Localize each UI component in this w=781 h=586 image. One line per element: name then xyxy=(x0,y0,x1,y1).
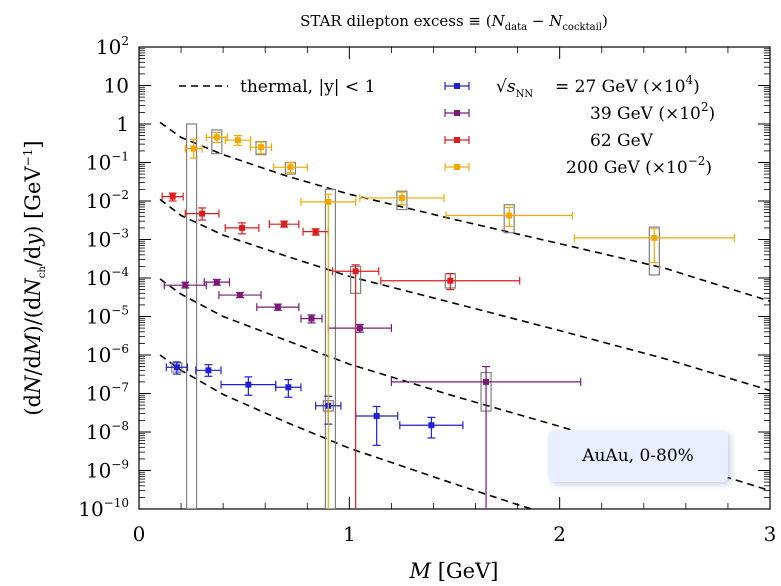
x-tick-label: 3 xyxy=(764,522,777,546)
legend-label: 200 GeV (×10−2) xyxy=(566,154,712,178)
data-point xyxy=(274,304,281,311)
title-sub2: cocktail xyxy=(562,22,602,33)
y-tick-label: 10−10 xyxy=(78,496,129,521)
y-axis-title: (dN/dM)/(dNch/dy) [GeV−1] xyxy=(21,140,48,415)
annotation-box: AuAu, 0-80% xyxy=(548,430,728,482)
data-point xyxy=(312,228,319,235)
legend-label: 39 GeV (×102) xyxy=(590,100,715,124)
data-points xyxy=(161,131,735,509)
y-tick-label: 10−6 xyxy=(86,342,129,367)
data-point xyxy=(398,194,405,201)
y-tick-label: 10−7 xyxy=(86,381,129,406)
data-point xyxy=(213,279,220,286)
annotation-text: AuAu, 0-80% xyxy=(582,446,694,466)
data-point xyxy=(308,315,315,322)
systematic-box xyxy=(211,129,223,155)
y-tick-label: 10−5 xyxy=(86,304,129,329)
systematic-box xyxy=(648,226,660,276)
y-tick-label: 1 xyxy=(116,112,129,136)
data-point xyxy=(651,234,658,241)
x-tick-label: 2 xyxy=(553,522,566,546)
legend-swatch-marker xyxy=(454,83,460,89)
data-point xyxy=(281,221,288,228)
data-point xyxy=(257,144,264,151)
title-post: ) xyxy=(602,12,608,30)
y-tick-label: 10−4 xyxy=(86,265,130,290)
title-pre: STAR dilepton excess ≡ ( xyxy=(300,12,491,30)
thermal-curves xyxy=(159,121,770,509)
data-point xyxy=(352,268,359,275)
data-point xyxy=(205,367,212,374)
title-n2: N xyxy=(548,12,563,30)
title-mid: − xyxy=(527,12,549,30)
systematic-box xyxy=(503,204,515,234)
legend-label: = 27 GeV (×104) xyxy=(555,73,700,97)
chart-title: STAR dilepton excess ≡ (Ndata − Ncocktai… xyxy=(300,12,608,33)
data-point xyxy=(287,164,294,171)
y-tick-label: 10−8 xyxy=(86,419,129,444)
systematic-box xyxy=(396,190,408,211)
data-point xyxy=(325,198,332,205)
thermal-curve xyxy=(159,198,770,392)
data-point xyxy=(447,277,454,284)
data-point xyxy=(173,364,180,371)
data-point xyxy=(245,381,252,388)
x-tick-label: 1 xyxy=(343,522,356,546)
axis-ticks xyxy=(138,46,770,510)
data-point xyxy=(239,224,246,231)
data-point xyxy=(169,193,176,200)
x-tick-label: 0 xyxy=(133,522,146,546)
thermal-curve xyxy=(159,121,770,302)
data-point xyxy=(428,422,435,429)
systematic-box xyxy=(185,123,198,509)
data-point xyxy=(285,384,292,391)
data-point xyxy=(483,378,490,385)
data-point xyxy=(506,212,513,219)
legend-series: = 27 GeV (×104) 39 GeV (×102) 62 GeV 200 Ge… xyxy=(444,73,715,178)
axis-tick-labels: 10−1010−910−810−710−610−510−410−310−210−… xyxy=(78,34,776,546)
legend-thermal-label: thermal, |y| < 1 xyxy=(240,77,375,97)
data-point xyxy=(213,134,220,141)
y-tick-label: 10 xyxy=(104,74,129,98)
legend-swatch-marker xyxy=(454,164,460,170)
y-tick-label: 10−9 xyxy=(86,458,129,483)
systematic-box xyxy=(324,188,337,509)
x-axis-title: M [GeV] xyxy=(409,559,499,583)
y-tick-label: 102 xyxy=(96,34,129,59)
legend-swatch-marker xyxy=(454,137,460,143)
y-tick-label: 10−3 xyxy=(86,227,129,252)
data-point xyxy=(234,137,241,144)
data-point xyxy=(236,292,243,299)
data-point xyxy=(356,325,363,332)
data-point xyxy=(373,413,380,420)
legend-label: 62 GeV xyxy=(590,131,654,151)
title-sub1: data xyxy=(505,22,527,33)
legend: thermal, |y| < 1 = 27 GeV (×104) 39 GeV (… xyxy=(179,73,715,178)
legend-swatch-marker xyxy=(454,110,460,116)
thermal-curve xyxy=(159,354,535,509)
legend-sqrt-s: √sNN xyxy=(496,77,533,100)
data-point xyxy=(190,145,197,152)
data-point xyxy=(182,282,189,289)
title-n1: N xyxy=(491,12,506,30)
y-tick-label: 10−1 xyxy=(86,150,129,175)
y-tick-label: 10−2 xyxy=(86,188,129,213)
thermal-curve xyxy=(159,278,770,492)
data-point xyxy=(199,210,206,217)
